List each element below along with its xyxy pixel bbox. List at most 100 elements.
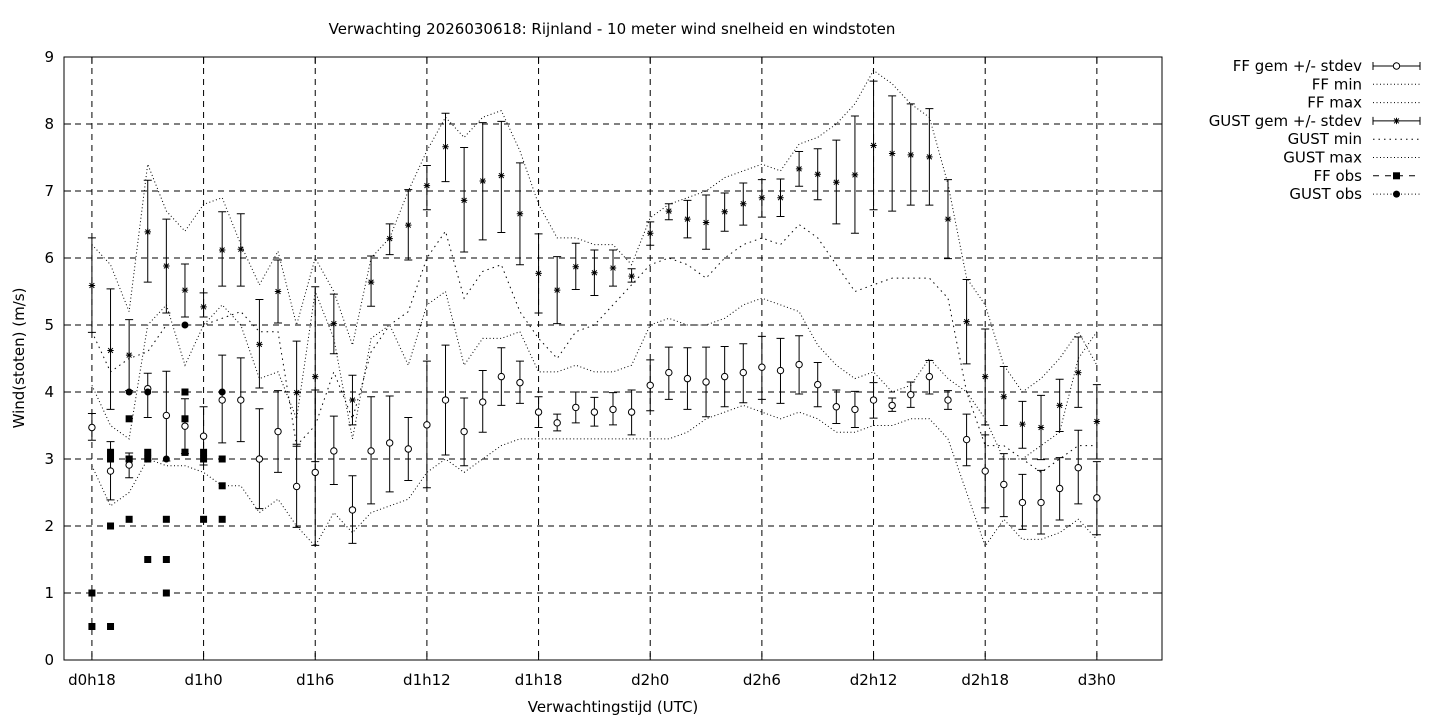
x-tick-label: d0h18 (68, 671, 116, 689)
legend-label: FF gem +/- stdev (1233, 57, 1362, 75)
gust-gem-stdev-point (312, 373, 319, 380)
ff-obs-point (200, 515, 208, 523)
ff-gem-stdev-point (720, 372, 729, 381)
gust-gem-stdev-point (423, 182, 431, 189)
ff-gem-stdev-point (851, 405, 859, 414)
y-tick-label: 4 (44, 383, 54, 401)
ff-gem-stdev-point (497, 372, 506, 381)
gust-gem-stdev-point (944, 215, 952, 223)
ff-gem-stdev-point (665, 368, 673, 377)
ff-obs-point (162, 589, 170, 597)
ff-obs-point (181, 448, 189, 456)
ff-gem-stdev-point (888, 401, 896, 410)
y-axis-label: Wind(stoten) (m/s) (10, 288, 28, 429)
legend-label: GUST max (1283, 149, 1362, 167)
ff-max-line (91, 289, 1098, 460)
x-tick-label: d2h18 (961, 671, 1009, 689)
gust-gem-stdev-point (498, 172, 505, 179)
ff-gem-stdev-point (385, 439, 394, 447)
ff-gem-stdev-point (1093, 494, 1101, 502)
gust-gem-stdev-point (665, 207, 673, 215)
gust-gem-stdev-point (1056, 402, 1063, 409)
y-tick-label: 1 (44, 584, 54, 602)
ff-gem-stdev-point (404, 445, 412, 453)
gust-gem-stdev-point (1037, 424, 1045, 431)
legend-label: FF obs (1313, 167, 1362, 185)
gust-obs-point (181, 321, 189, 329)
ff-obs-point (181, 415, 189, 423)
gust-gem-stdev-point (758, 194, 766, 201)
gust-gem-stdev-point (405, 221, 412, 229)
ff-gem-stdev-point (423, 421, 431, 429)
legend-label: FF min (1312, 75, 1362, 93)
gust-gem-stdev-point (181, 286, 189, 294)
x-tick-label: d1h6 (296, 671, 334, 689)
gust-gem-stdev-point (833, 179, 840, 186)
gust-gem-stdev-point (572, 263, 579, 270)
gust-gem-stdev-point (628, 272, 635, 280)
ff-obs-point (125, 455, 133, 463)
ff-obs-point (107, 623, 115, 630)
gust-gem-stdev-point (870, 142, 877, 149)
gust-gem-stdev-point (386, 235, 393, 242)
ff-obs-point (107, 448, 115, 456)
legend-label: GUST gem +/- stdev (1209, 112, 1362, 130)
ff-obs-point (144, 556, 152, 563)
y-axis: 0 1 2 3 4 5 6 7 8 9 (44, 48, 1162, 669)
ff-gem-stdev-point (330, 447, 338, 455)
ff-gem-stdev-point (460, 427, 468, 436)
y-tick-label: 9 (44, 48, 54, 66)
gust-gem-stdev-point (777, 194, 784, 201)
ff-gem-stdev-point (907, 390, 915, 399)
gust-obs-point (162, 455, 170, 463)
gust-gem-stdev-point (163, 262, 170, 270)
ff-gem-stdev-point (1000, 480, 1008, 489)
gust-gem-stdev-point (721, 208, 728, 215)
y-tick-label: 8 (44, 115, 54, 133)
ff-gem-stdev-point (311, 468, 319, 477)
gust-gem-stdev-point (479, 177, 486, 185)
gust-gem-stdev-point (609, 264, 617, 272)
ff-gem-stdev-point (199, 432, 208, 440)
ff-gem-stdev-point (479, 398, 487, 406)
ff-gem-stdev-point (646, 381, 654, 389)
legend-label: GUST obs (1289, 185, 1362, 203)
gust-gem-stdev-point (740, 200, 747, 207)
y-tick-label: 7 (44, 182, 54, 200)
ff-gem-stdev-point (962, 435, 971, 444)
ff-gem-stdev-point (1055, 484, 1064, 493)
ff-obs-point (144, 455, 152, 463)
ff-gem-stdev-point (348, 506, 357, 514)
ff-obs-point (125, 415, 133, 423)
gust-gem-stdev-point (460, 197, 468, 204)
legend-label: GUST min (1288, 130, 1362, 148)
legend-swatch-marker (1393, 190, 1400, 198)
y-tick-label: 5 (44, 316, 54, 334)
ff-obs-point (200, 455, 208, 463)
gust-obs-point (125, 388, 133, 396)
ff-gem-stdev-point (702, 378, 710, 386)
x-tick-label: d3h0 (1078, 671, 1116, 689)
ff-gem-stdev-point (292, 482, 301, 491)
y-tick-label: 2 (44, 517, 54, 535)
ff-gem-stdev-point (181, 422, 189, 430)
gust-gem-stdev-point (330, 320, 338, 327)
plot-frame (63, 56, 1163, 661)
gust-gem-stdev-point (1075, 369, 1082, 376)
x-tick-label: d1h12 (403, 671, 451, 689)
gust-gem-stdev-point (795, 165, 803, 173)
ff-gem-stdev-point (944, 396, 952, 404)
gust-gem-stdev-point (647, 230, 654, 237)
ff-gem-stdev-point (590, 408, 599, 416)
ff-obs-point (218, 482, 226, 490)
gust-gem-stdev-point (907, 151, 914, 159)
ff-obs-point (200, 448, 208, 456)
ff-gem-stdev-point (162, 411, 171, 420)
ff-gem-stdev-point (218, 396, 226, 404)
gust-gem-stdev-point (442, 143, 449, 150)
grid (64, 57, 1162, 660)
ff-gem-stdev-point (441, 396, 450, 404)
x-axis-label: Verwachtingstijd (UTC) (528, 698, 699, 716)
gust-gem-stdev-point (888, 150, 896, 157)
